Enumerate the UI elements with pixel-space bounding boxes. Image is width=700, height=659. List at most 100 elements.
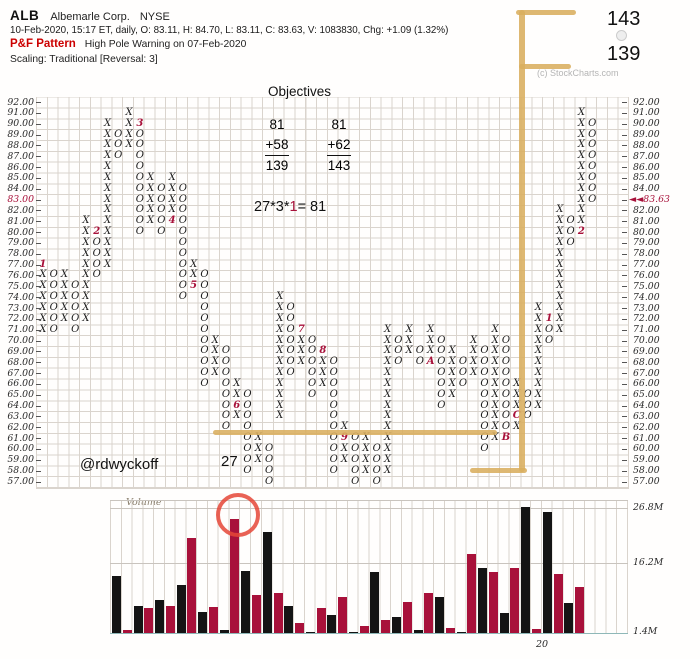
price-tick <box>622 123 627 125</box>
price-label-57: 57.00 <box>7 476 34 487</box>
pnf-X-box: X <box>491 323 499 335</box>
pnf-O-box: O <box>372 453 381 465</box>
price-tick <box>622 145 627 147</box>
pnf-X-box: X <box>534 377 542 389</box>
pnf-O-box: O <box>135 161 144 173</box>
pnf-O-box: O <box>437 388 446 400</box>
price-tick <box>36 416 41 418</box>
pnf-X-box: X <box>513 388 521 400</box>
pnf-X-box: X <box>82 291 90 303</box>
pnf-X-box: X <box>340 442 348 454</box>
volume-axis-26-8: 26.8M <box>633 502 664 513</box>
price-tick <box>622 427 627 429</box>
pnf-O-box: O <box>308 334 317 346</box>
pnf-O-box: O <box>329 356 338 368</box>
price-tick <box>36 134 41 136</box>
pnf-X-box: X <box>39 323 47 335</box>
pnf-O-box: O <box>329 399 338 411</box>
target-143-label: 143 <box>607 8 641 30</box>
pnf-X-box: X <box>491 421 499 433</box>
pnf-O-box: O <box>221 399 231 411</box>
pnf-O-box: O <box>437 334 446 346</box>
pnf-O-box: O <box>437 367 446 379</box>
pnf-O-box: O <box>243 421 252 433</box>
objective-arm-139 <box>519 64 571 69</box>
quote-line: 10-Feb-2020, 15:17 ET, daily, O: 83.11, … <box>10 25 449 36</box>
pnf-O-box: O <box>178 204 187 216</box>
pnf-O-box: O <box>178 258 187 270</box>
pnf-X-box: X <box>147 182 155 194</box>
pnf-O-box: O <box>437 356 446 368</box>
pnf-X-box: X <box>556 312 564 324</box>
volume-panel <box>110 500 628 634</box>
volume-bar-13 <box>252 595 261 633</box>
pnf-X-box: X <box>103 171 112 183</box>
month-marker-7: 7 <box>297 323 305 335</box>
price-tick <box>36 123 41 125</box>
pnf-O-box: O <box>501 399 511 411</box>
pnf-X-box: X <box>103 204 112 216</box>
pnf-O-box: O <box>49 302 58 314</box>
calc1-line2: +58 <box>264 135 290 156</box>
month-marker-B: B <box>501 432 511 444</box>
pnf-O-box: O <box>221 356 231 368</box>
price-label-61: 61.00 <box>633 432 660 444</box>
price-tick <box>622 232 627 234</box>
pnf-O-box: O <box>480 442 489 454</box>
pnf-X-box: X <box>427 323 435 335</box>
pnf-X-box: X <box>103 258 112 270</box>
price-label-67: 67.00 <box>633 367 660 379</box>
price-tick <box>36 427 41 429</box>
pnf-O-box: O <box>135 193 144 205</box>
price-tick <box>622 351 627 353</box>
pnf-X-box: X <box>125 139 133 151</box>
price-label-72: 72.00 <box>633 313 660 325</box>
pnf-X-box: X <box>556 236 564 248</box>
price-label-57: 57.00 <box>633 476 660 487</box>
objective-calc-2: 81 +62 143 <box>322 115 356 176</box>
pnf-O-box: O <box>135 171 144 183</box>
pnf-O-box: O <box>480 421 489 433</box>
pnf-O-box: O <box>71 280 80 292</box>
pnf-O-box: O <box>588 117 597 129</box>
pnf-X-box: X <box>491 334 499 346</box>
volume-bar-20 <box>327 615 337 633</box>
price-label-58: 58.00 <box>7 465 34 477</box>
volume-bar-4 <box>155 600 165 633</box>
pnf-O-box: O <box>588 150 597 162</box>
pnf-X-box: X <box>362 453 370 465</box>
volume-bar-18 <box>305 632 315 633</box>
price-tick <box>36 351 41 353</box>
pnf-O-box: O <box>480 388 489 400</box>
volume-bar-16 <box>284 606 294 633</box>
pnf-O-box: O <box>566 215 575 227</box>
count-formula: 27*3*1= 81 <box>254 199 326 215</box>
pnf-X-box: X <box>534 334 542 346</box>
pnf-X-box: X <box>211 334 219 346</box>
price-label-73: 73.00 <box>7 302 34 314</box>
price-tick <box>36 297 41 299</box>
pnf-O-box: O <box>200 312 209 324</box>
pnf-X-box: X <box>383 410 392 422</box>
pnf-O-box: O <box>71 302 80 314</box>
pnf-O-box: O <box>243 388 252 400</box>
price-label-82: 82.00 <box>7 204 34 216</box>
pnf-O-box: O <box>588 128 597 140</box>
pnf-X-box: X <box>448 367 456 379</box>
pnf-O-box: O <box>480 367 489 379</box>
pnf-O-box: O <box>501 367 511 379</box>
price-tick <box>36 145 41 147</box>
pnf-X-box: X <box>534 367 542 379</box>
pnf-O-box: O <box>480 345 489 357</box>
volume-bar-28 <box>413 630 423 633</box>
pnf-O-box: O <box>329 377 338 389</box>
price-label-82: 82.00 <box>633 204 660 216</box>
pnf-X-box: X <box>276 291 284 303</box>
pnf-O-box: O <box>135 215 144 227</box>
pnf-X-box: X <box>491 432 499 444</box>
price-label-66: 66.00 <box>7 378 34 390</box>
pnf-X-box: X <box>577 171 585 183</box>
pnf-O-box: O <box>372 475 381 487</box>
price-label-83: 83.00 <box>7 194 34 206</box>
price-tick <box>36 329 41 331</box>
